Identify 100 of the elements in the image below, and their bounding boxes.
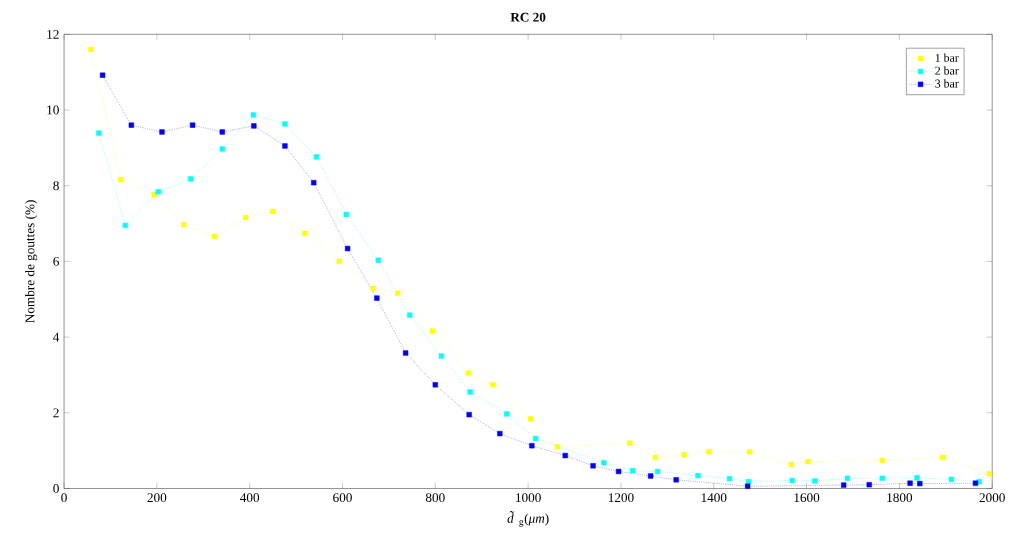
- point: [118, 177, 124, 183]
- x-tick-label: 1200: [608, 493, 634, 503]
- point: [706, 449, 712, 455]
- x-tick-label: 1000: [516, 493, 541, 503]
- legend-label: 2 bar: [935, 66, 959, 75]
- point: [841, 482, 847, 488]
- point: [601, 460, 607, 466]
- point: [504, 411, 510, 417]
- point: [466, 412, 472, 418]
- point: [465, 370, 471, 376]
- point: [629, 468, 636, 474]
- point: [467, 389, 473, 395]
- legend-label: 1 bar: [935, 53, 959, 62]
- point: [627, 440, 633, 446]
- point: [554, 444, 560, 450]
- x-tick-label: 400: [240, 493, 260, 503]
- y-tick-label: 12: [47, 29, 59, 39]
- point: [879, 457, 885, 464]
- point: [746, 449, 753, 455]
- point: [336, 258, 342, 265]
- point: [590, 463, 596, 469]
- point: [211, 233, 218, 240]
- point: [879, 475, 885, 481]
- point: [270, 208, 276, 215]
- point: [188, 176, 194, 182]
- point: [344, 245, 351, 252]
- point: [407, 312, 413, 318]
- point: [395, 290, 401, 296]
- point: [726, 476, 733, 482]
- point: [805, 458, 811, 465]
- point: [788, 462, 794, 468]
- point: [99, 72, 106, 78]
- point: [744, 483, 751, 489]
- point: [490, 382, 496, 388]
- x-tick-label: 200: [147, 493, 167, 503]
- point: [313, 154, 320, 160]
- y-tick-label: 0: [53, 484, 59, 493]
- point: [88, 46, 94, 53]
- point: [917, 480, 923, 487]
- y-tick-label: 2: [53, 408, 59, 418]
- point: [986, 471, 993, 477]
- point: [948, 476, 954, 483]
- point: [181, 222, 187, 228]
- point: [695, 472, 701, 479]
- x-tick-label: 800: [425, 493, 445, 503]
- point: [375, 257, 381, 263]
- point: [532, 435, 539, 442]
- point: [242, 214, 249, 221]
- point: [128, 122, 134, 128]
- point: [302, 230, 308, 237]
- point: [529, 443, 535, 449]
- point: [844, 475, 851, 481]
- y-axis-title: Nombre de gouttes (%): [25, 200, 38, 323]
- point: [673, 477, 679, 483]
- point: [907, 480, 913, 486]
- point: [402, 350, 409, 356]
- x-tick-label: 0: [61, 493, 67, 503]
- y-tick-label: 8: [53, 181, 59, 191]
- point: [866, 482, 872, 488]
- point: [789, 477, 795, 484]
- x-tick-label: 600: [333, 493, 352, 503]
- y-tick-label: 4: [53, 332, 60, 342]
- point: [429, 328, 436, 334]
- point: [914, 475, 920, 481]
- point: [189, 122, 196, 128]
- chart-title: RC 20: [510, 12, 546, 22]
- point: [374, 295, 380, 301]
- point: [219, 146, 225, 152]
- point: [615, 468, 622, 475]
- x-tick-label: 2000: [979, 493, 1005, 503]
- point: [370, 285, 376, 291]
- point: [159, 129, 165, 135]
- point: [155, 189, 161, 195]
- point: [96, 130, 102, 136]
- point: [681, 452, 687, 458]
- point: [562, 452, 568, 459]
- point: [972, 480, 979, 486]
- y-tick-label: 6: [53, 256, 59, 266]
- point: [527, 416, 534, 422]
- point: [939, 454, 946, 461]
- point: [250, 112, 257, 118]
- point: [654, 468, 661, 475]
- point: [282, 143, 288, 149]
- x-tick-label: 1400: [701, 493, 727, 503]
- point: [311, 180, 317, 186]
- point: [812, 478, 818, 484]
- point: [438, 353, 444, 359]
- point: [343, 211, 349, 218]
- point: [151, 192, 157, 198]
- point: [652, 454, 658, 461]
- y-tick-label: 10: [47, 105, 59, 115]
- point: [647, 473, 654, 479]
- point: [219, 129, 225, 135]
- x-tick-label: 1800: [887, 493, 913, 503]
- x-tick-label: 1600: [794, 493, 820, 503]
- point: [432, 382, 438, 388]
- point: [251, 123, 257, 129]
- point: [122, 222, 128, 229]
- point: [497, 430, 503, 437]
- legend-label: 3 bar: [935, 79, 959, 88]
